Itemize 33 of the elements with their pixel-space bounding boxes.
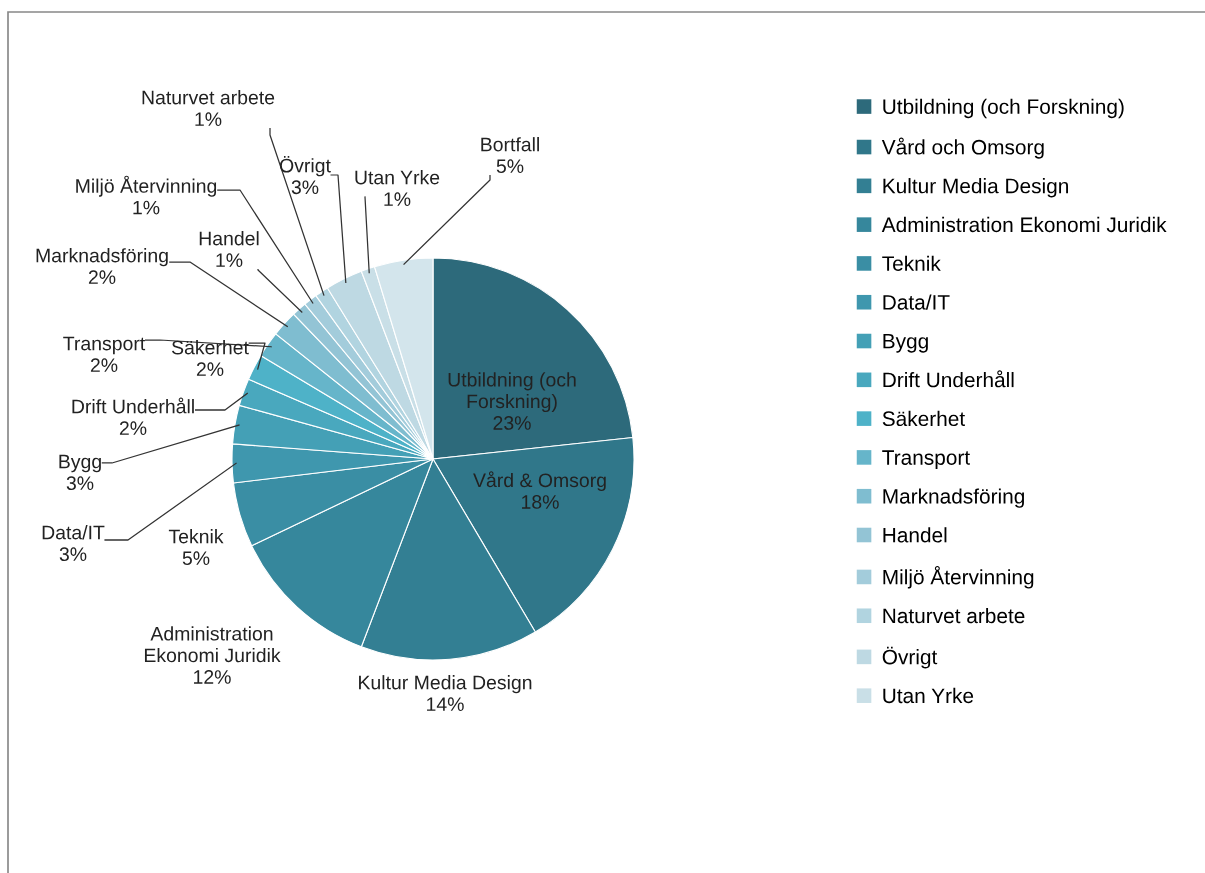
data-label: Kultur Media Design 14% bbox=[359, 675, 532, 711]
legend-label: Administration Ekonomi Juridik bbox=[881, 216, 1167, 233]
legend-label: Marknadsföring bbox=[883, 488, 1024, 508]
data-label: Övrigt 3% bbox=[279, 156, 331, 195]
data-label: Transport 2% bbox=[63, 336, 146, 372]
data-label: Utbildning (och Forskning) 23% bbox=[448, 372, 576, 430]
legend-label: Bygg bbox=[883, 333, 928, 353]
legend-label: Utan Yrke bbox=[883, 687, 974, 704]
data-label: Teknik 5% bbox=[168, 529, 224, 566]
data-label: Handel 1% bbox=[199, 231, 259, 267]
legend-label: Vård och Omsorg bbox=[881, 137, 1044, 159]
legend-label: Övrigt bbox=[882, 646, 938, 669]
data-label: Marknadsföring 2% bbox=[36, 248, 168, 284]
data-label: Naturvet arbete 1% bbox=[142, 90, 275, 126]
legend-label: Data/IT bbox=[883, 294, 950, 310]
data-label: Drift Underhåll 2% bbox=[72, 397, 194, 435]
data-label: Bortfall 5% bbox=[481, 137, 539, 174]
legend-label: Handel bbox=[883, 527, 947, 543]
legend-label: Utbildning (och Forskning) bbox=[883, 98, 1124, 119]
legend-label: Kultur Media Design bbox=[883, 178, 1068, 198]
data-label: Säkerhet 2% bbox=[171, 340, 249, 376]
data-label: Vård & Omsorg 18% bbox=[473, 471, 606, 509]
legend-label: Miljö Återvinning bbox=[883, 565, 1034, 589]
legend-label: Säkerhet bbox=[882, 410, 965, 427]
legend-label: Teknik bbox=[882, 255, 941, 271]
data-label: Miljö Återvinning 1% bbox=[76, 175, 217, 215]
legend-label: Transport bbox=[882, 450, 970, 470]
data-label: Administration Ekonomi Juridik 12% bbox=[144, 626, 281, 684]
legend-label: Naturvet arbete bbox=[883, 607, 1025, 624]
data-label: Bygg 3% bbox=[59, 454, 101, 491]
legend-label: Drift Underhåll bbox=[883, 370, 1014, 388]
data-label: Data/IT 3% bbox=[42, 525, 105, 562]
data-label: Utan Yrke 1% bbox=[355, 170, 440, 206]
